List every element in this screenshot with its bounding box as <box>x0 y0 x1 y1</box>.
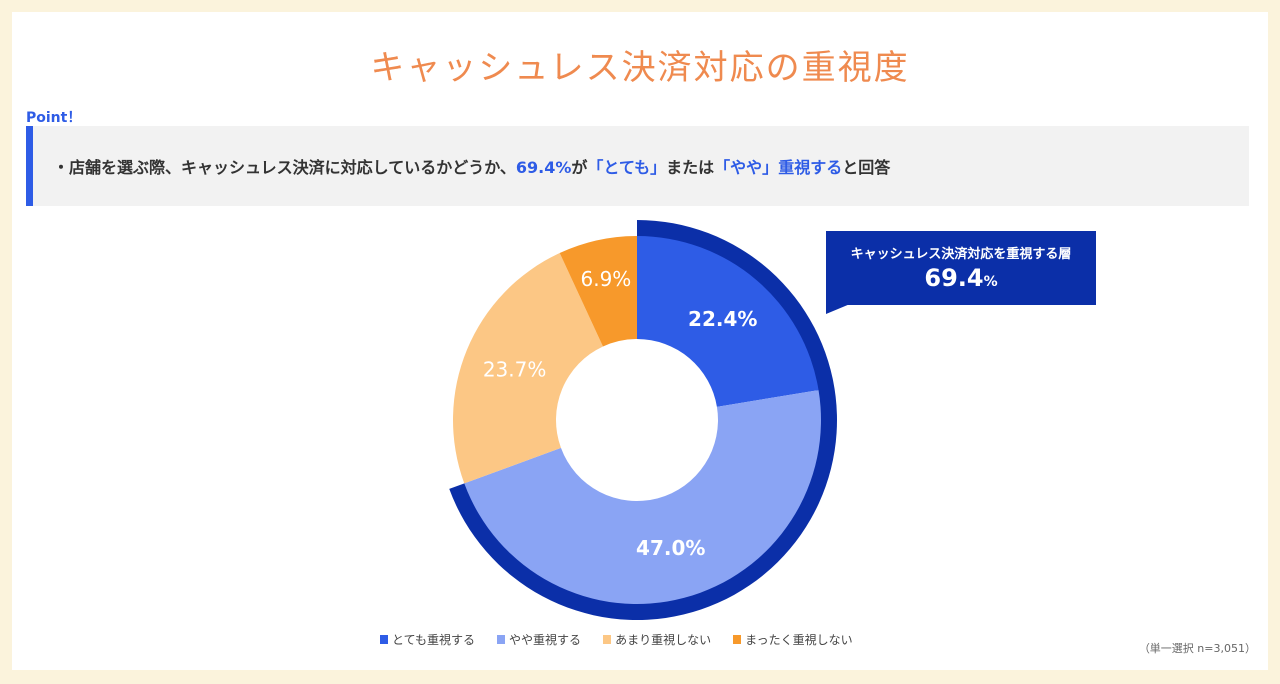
data-label: 22.4% <box>688 307 757 331</box>
donut-slice <box>452 253 603 484</box>
callout-value-wrap: 69.4% <box>826 264 1096 292</box>
data-label: 6.9% <box>581 267 632 291</box>
point-label: Point！ <box>26 110 82 126</box>
text-q2: 「やや」 <box>714 158 779 177</box>
legend-label: やや重視する <box>509 633 582 647</box>
text-pct: 69.4% <box>515 158 572 177</box>
text-mid2: または <box>666 158 715 177</box>
legend-label: まったく重視しない <box>745 633 853 647</box>
text-post: と回答 <box>842 158 891 177</box>
text-pre: ・店舗を選ぶ際、キャッシュレス決済に対応しているかどうか、 <box>53 158 516 177</box>
callout-label: キャッシュレス決済対応を重視する層 <box>850 247 1072 262</box>
legend-label: とても重視する <box>392 633 476 647</box>
data-label: 47.0% <box>636 536 705 560</box>
sample-note: （単一選択 n=3,051） <box>1138 642 1256 655</box>
callout: キャッシュレス決済対応を重視する層 69.4% <box>826 231 1096 305</box>
legend-swatch <box>603 635 612 644</box>
legend-label: あまり重視しない <box>615 633 712 647</box>
point-text: ・店舗を選ぶ際、キャッシュレス決済に対応しているかどうか、69.4%が「とても」… <box>53 154 890 178</box>
data-label: 23.7% <box>483 357 547 381</box>
text-q1: 「とても」 <box>587 158 667 177</box>
legend-item: まったく重視しない <box>733 631 853 648</box>
text-q3: 重視する <box>778 158 843 177</box>
page-title: キャッシュレス決済対応の重視度 <box>370 48 910 88</box>
point-box: ・店舗を選ぶ際、キャッシュレス決済に対応しているかどうか、69.4%が「とても」… <box>26 126 1249 206</box>
donut-slice <box>464 390 822 605</box>
callout-value: 69.4 <box>924 264 984 292</box>
legend-swatch <box>733 635 742 644</box>
legend-swatch <box>497 635 506 644</box>
legend-item: とても重視する <box>380 631 475 648</box>
donut-slice <box>637 236 819 407</box>
donut-slice <box>559 236 637 347</box>
text-mid1: が <box>571 158 588 177</box>
legend-item: やや重視する <box>497 631 581 648</box>
legend: とても重視する やや重視する あまり重視しない まったく重視しない <box>380 631 853 648</box>
legend-item: あまり重視しない <box>603 631 711 648</box>
legend-swatch <box>380 635 388 644</box>
callout-unit: % <box>983 274 998 290</box>
